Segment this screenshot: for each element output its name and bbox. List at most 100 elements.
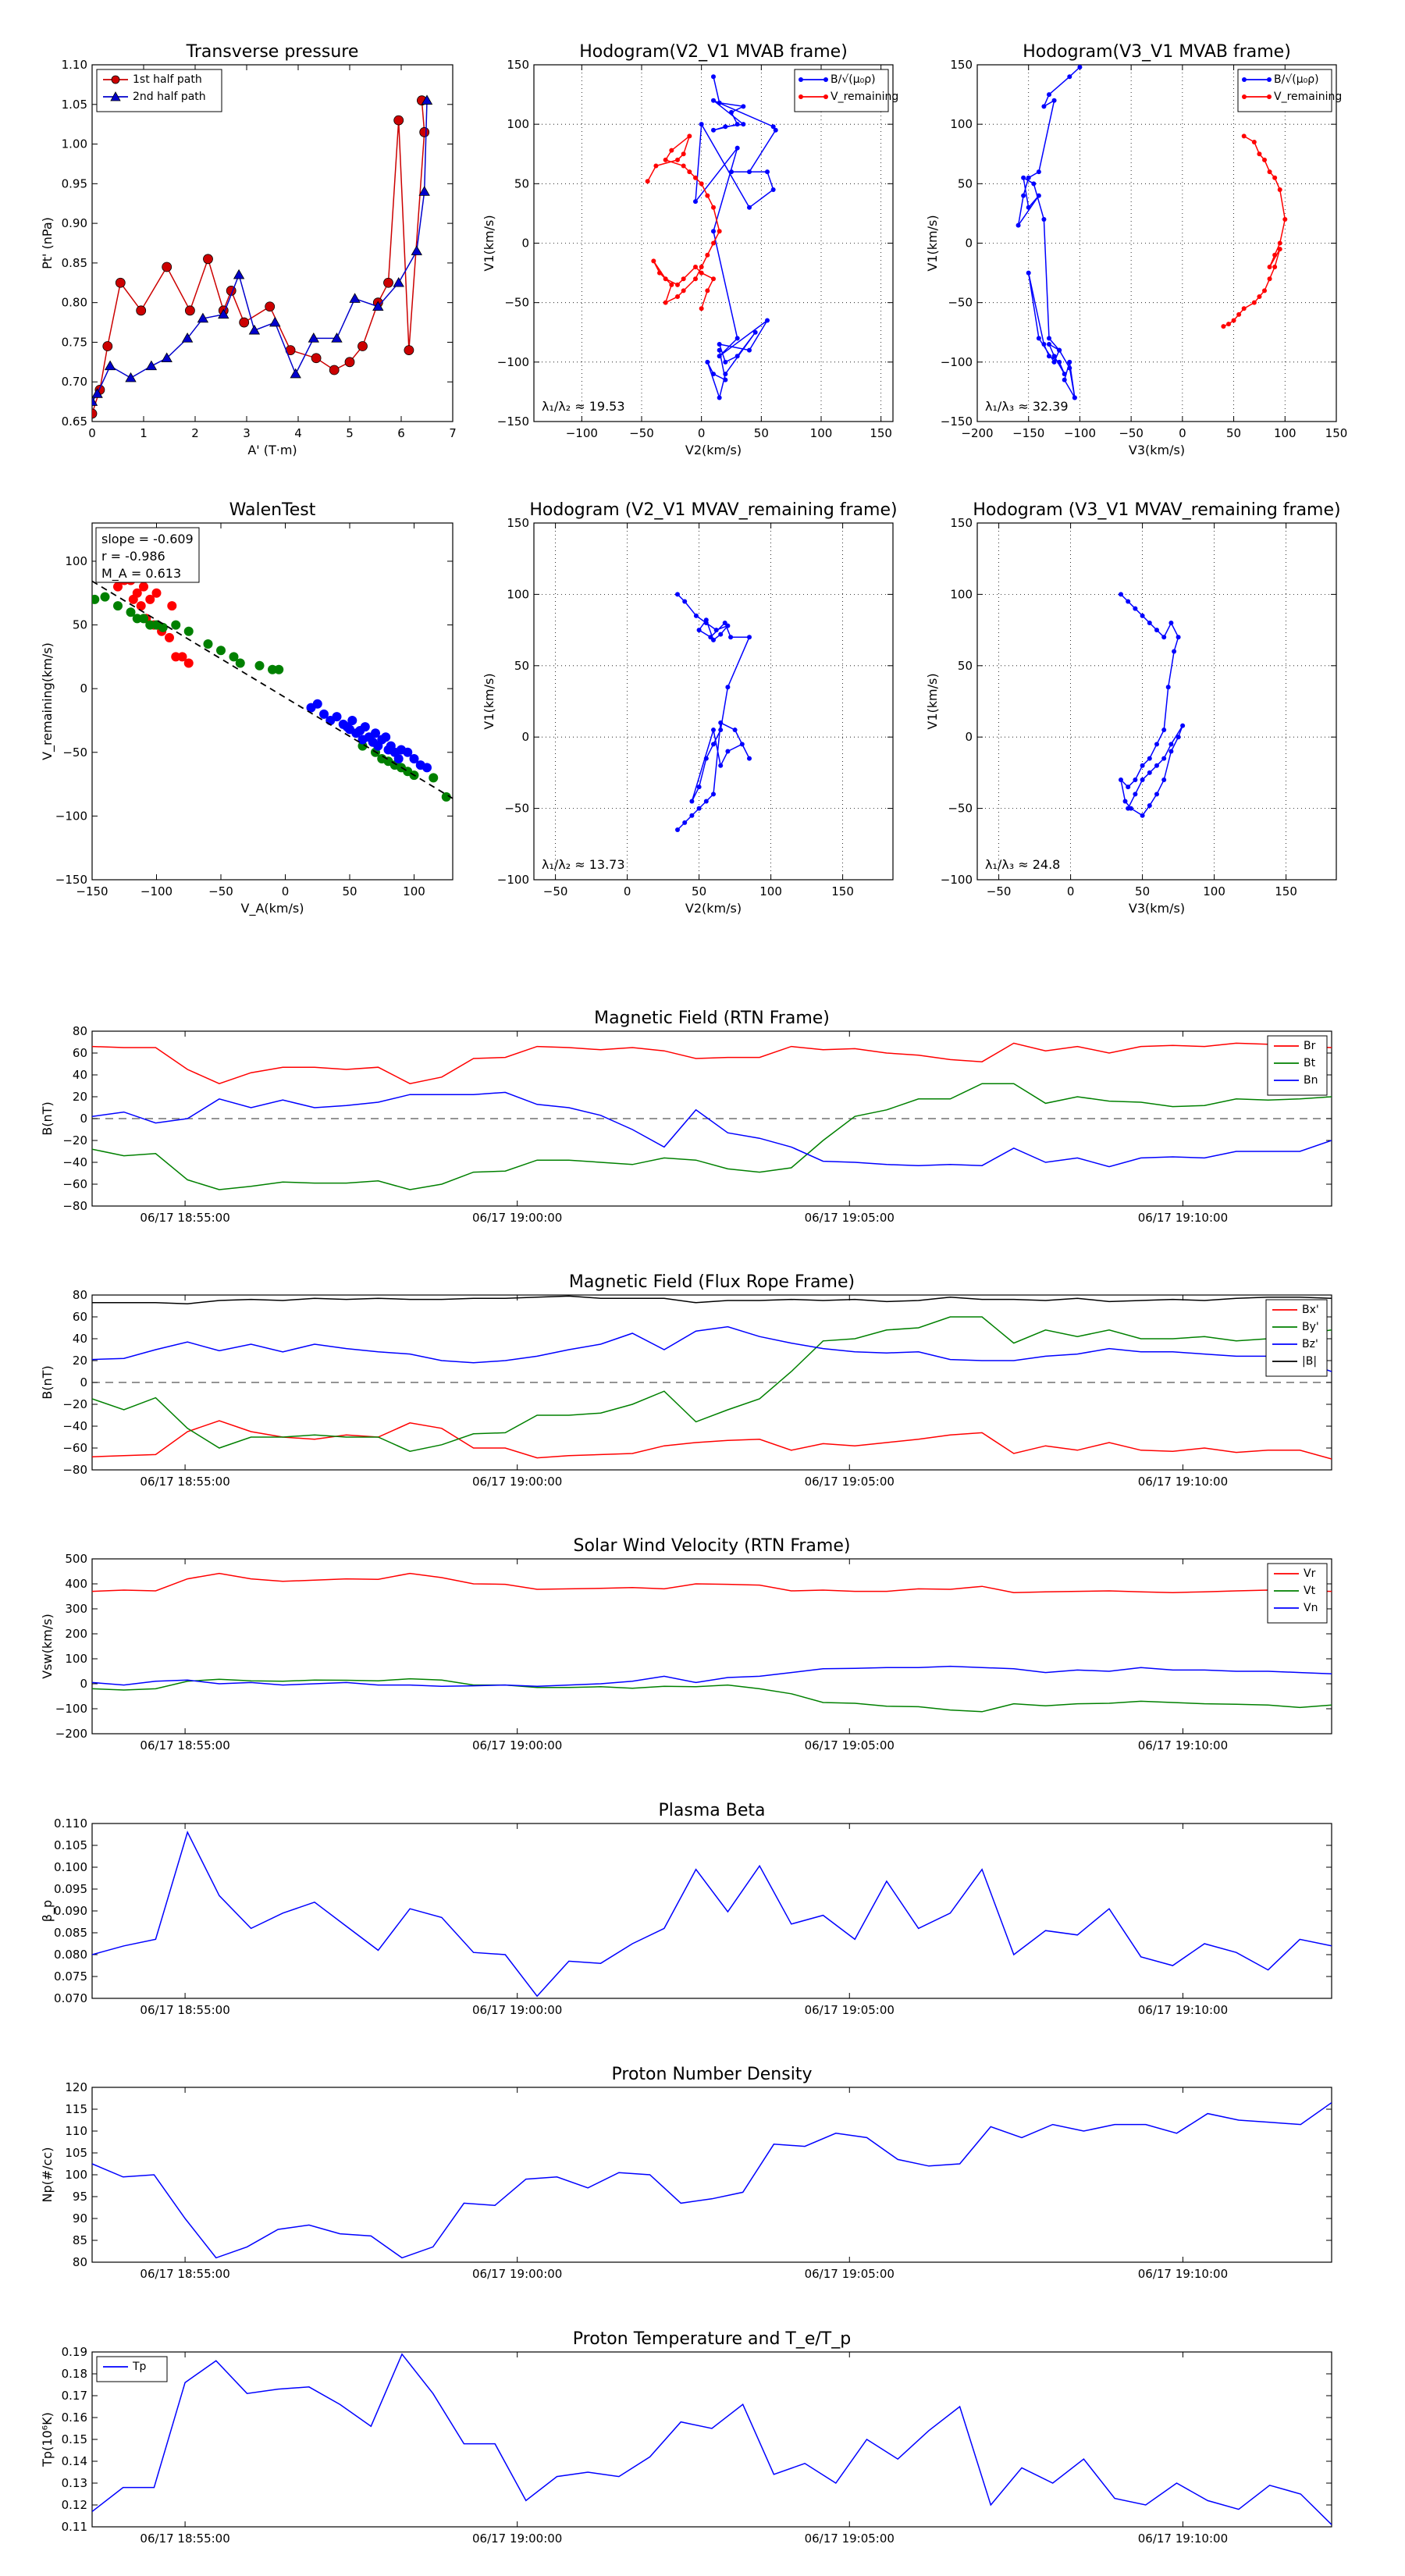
y-tick-label: 20 bbox=[73, 1354, 87, 1368]
x-tick-label: 0 bbox=[1179, 426, 1186, 440]
x-tick-label: 150 bbox=[1325, 426, 1348, 440]
y-tick-label: 95 bbox=[73, 2190, 87, 2204]
y-tick-label: 0.75 bbox=[62, 335, 87, 349]
data-point bbox=[197, 312, 209, 323]
chart-proton-temperature: 06/17 18:55:00 06/17 19:00:00 06/17 19:05:… bbox=[40, 2329, 1332, 2546]
chart-title: WalenTest bbox=[229, 500, 316, 520]
data-point bbox=[675, 592, 680, 597]
y-tick-label: 100 bbox=[507, 587, 529, 601]
y-axis-label: B(nT) bbox=[40, 1101, 55, 1135]
data-point bbox=[1241, 133, 1247, 139]
data-point bbox=[347, 715, 357, 725]
y-tick-label: −100 bbox=[55, 809, 87, 823]
x-tick-label: 06/17 18:55:00 bbox=[140, 1475, 229, 1489]
data-point bbox=[645, 179, 650, 184]
y-tick-label: −80 bbox=[62, 1463, 87, 1477]
data-point bbox=[747, 347, 752, 353]
data-point bbox=[274, 664, 284, 674]
plot-frame bbox=[91, 2351, 1332, 2528]
data-point bbox=[411, 245, 422, 255]
x-tick-label: 06/17 18:55:00 bbox=[140, 2267, 229, 2281]
y-tick-label: 0 bbox=[80, 681, 87, 696]
y-axis-label: Tp(10⁶K) bbox=[40, 2412, 55, 2467]
y-tick-label: −100 bbox=[497, 873, 529, 887]
legend-label: 2nd half path bbox=[133, 91, 206, 103]
series-line-V_remaining bbox=[1223, 135, 1286, 327]
series-line-Vr bbox=[92, 1572, 1332, 1593]
x-tick-label: 06/17 19:00:00 bbox=[472, 1475, 562, 1489]
x-tick-label: 0 bbox=[282, 884, 290, 898]
x-axis-label: V3(km/s) bbox=[1129, 901, 1185, 916]
data-point bbox=[735, 145, 740, 151]
y-tick-label: 60 bbox=[73, 1310, 87, 1324]
y-tick-label: 85 bbox=[73, 2233, 87, 2247]
data-point bbox=[722, 620, 727, 625]
data-point bbox=[717, 100, 722, 105]
data-point bbox=[705, 359, 710, 365]
legend-label: Vr bbox=[1304, 1567, 1316, 1580]
chart-transverse-pressure: 0 1 2 3 4 5 6 7 0.65 0.70 0.75 0.80 0.85 0.90 0.95 1.00… bbox=[40, 42, 457, 457]
data-point bbox=[145, 594, 155, 604]
x-axis-label: V2(km/s) bbox=[685, 901, 742, 916]
y-tick-label: −80 bbox=[62, 1199, 87, 1213]
legend-marker bbox=[799, 77, 803, 82]
data-point bbox=[404, 345, 414, 356]
data-point bbox=[319, 709, 329, 719]
data-point bbox=[1154, 763, 1159, 768]
data-point bbox=[136, 305, 147, 316]
data-point bbox=[711, 74, 716, 80]
data-point bbox=[1161, 756, 1167, 761]
data-point bbox=[161, 352, 173, 363]
data-point bbox=[713, 628, 719, 633]
data-point bbox=[1154, 792, 1159, 797]
series-line-Bx' bbox=[92, 1420, 1332, 1460]
legend-label: |B| bbox=[1302, 1355, 1317, 1368]
data-point bbox=[1282, 217, 1288, 222]
data-point bbox=[171, 652, 181, 662]
annotation-text: M_A = 0.613 bbox=[101, 566, 181, 582]
data-point bbox=[1272, 252, 1278, 258]
plot-area bbox=[92, 1295, 1332, 1460]
data-point bbox=[419, 126, 430, 137]
data-point bbox=[421, 94, 433, 105]
y-tick-label: 150 bbox=[950, 516, 973, 530]
series-line-V bbox=[1119, 593, 1183, 817]
data-point bbox=[708, 635, 713, 640]
x-tick-label: 06/17 19:05:00 bbox=[805, 1738, 895, 1752]
data-point bbox=[1062, 372, 1067, 377]
legend-marker bbox=[110, 91, 121, 101]
data-point bbox=[235, 658, 245, 668]
plot-area bbox=[92, 2101, 1332, 2259]
data-point bbox=[681, 151, 686, 157]
plot-area bbox=[92, 1042, 1332, 1190]
x-tick-label: 50 bbox=[342, 884, 357, 898]
y-tick-label: 0.095 bbox=[54, 1882, 87, 1896]
chart-title: Transverse pressure bbox=[186, 42, 359, 62]
data-point bbox=[183, 626, 194, 636]
legend-box bbox=[96, 2356, 168, 2382]
data-point bbox=[371, 728, 380, 738]
y-tick-label: 50 bbox=[514, 176, 529, 190]
data-point bbox=[711, 728, 716, 733]
series-line-Tp bbox=[92, 2353, 1332, 2525]
data-point bbox=[1016, 222, 1021, 228]
data-point bbox=[145, 620, 155, 630]
data-point bbox=[696, 806, 702, 811]
data-point bbox=[216, 646, 226, 656]
chart-title: Magnetic Field (RTN Frame) bbox=[594, 1009, 830, 1028]
chart-title: Proton Number Density bbox=[612, 2065, 813, 2084]
x-tick-label: 06/17 18:55:00 bbox=[140, 2003, 229, 2017]
data-point bbox=[689, 813, 695, 818]
data-point bbox=[735, 354, 740, 359]
data-point bbox=[747, 756, 752, 761]
x-tick-label: 06/17 19:05:00 bbox=[805, 1475, 895, 1489]
data-point bbox=[669, 148, 674, 153]
y-tick-label: 0.95 bbox=[62, 176, 87, 190]
x-tick-label: 06/17 19:10:00 bbox=[1138, 1738, 1228, 1752]
y-tick-label: −20 bbox=[62, 1397, 87, 1411]
data-point bbox=[711, 127, 716, 133]
y-tick-label: −200 bbox=[55, 1727, 87, 1741]
x-tick-label: 06/17 19:00:00 bbox=[472, 1211, 562, 1225]
